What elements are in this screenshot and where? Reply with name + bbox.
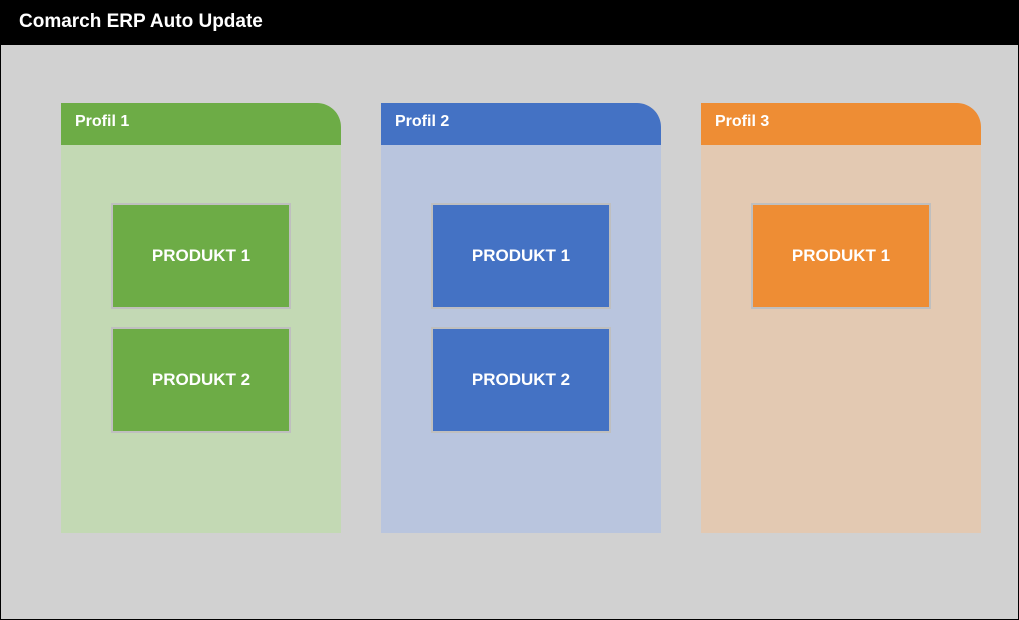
product-box: PRODUKT 1 <box>111 203 291 309</box>
product-box: PRODUKT 2 <box>111 327 291 433</box>
profile-panel: Profil 2 PRODUKT 1 PRODUKT 2 <box>381 103 661 533</box>
profile-header: Profil 1 <box>61 103 341 145</box>
profile-body: PRODUKT 1 PRODUKT 2 <box>61 145 341 533</box>
profile-header: Profil 3 <box>701 103 981 145</box>
profile-body: PRODUKT 1 PRODUKT 2 <box>381 145 661 533</box>
profile-header: Profil 2 <box>381 103 661 145</box>
profile-panel: Profil 3 PRODUKT 1 <box>701 103 981 533</box>
product-box: PRODUKT 2 <box>431 327 611 433</box>
profile-body: PRODUKT 1 <box>701 145 981 533</box>
app-title: Comarch ERP Auto Update <box>19 11 263 32</box>
diagram-canvas: Profil 1PRODUKT 1PRODUKT 2Profil 2PRODUK… <box>1 45 1018 619</box>
product-box: PRODUKT 1 <box>751 203 931 309</box>
product-box: PRODUKT 1 <box>431 203 611 309</box>
titlebar: Comarch ERP Auto Update <box>1 1 1018 45</box>
profile-panel: Profil 1 PRODUKT 1 PRODUKT 2 <box>61 103 341 533</box>
